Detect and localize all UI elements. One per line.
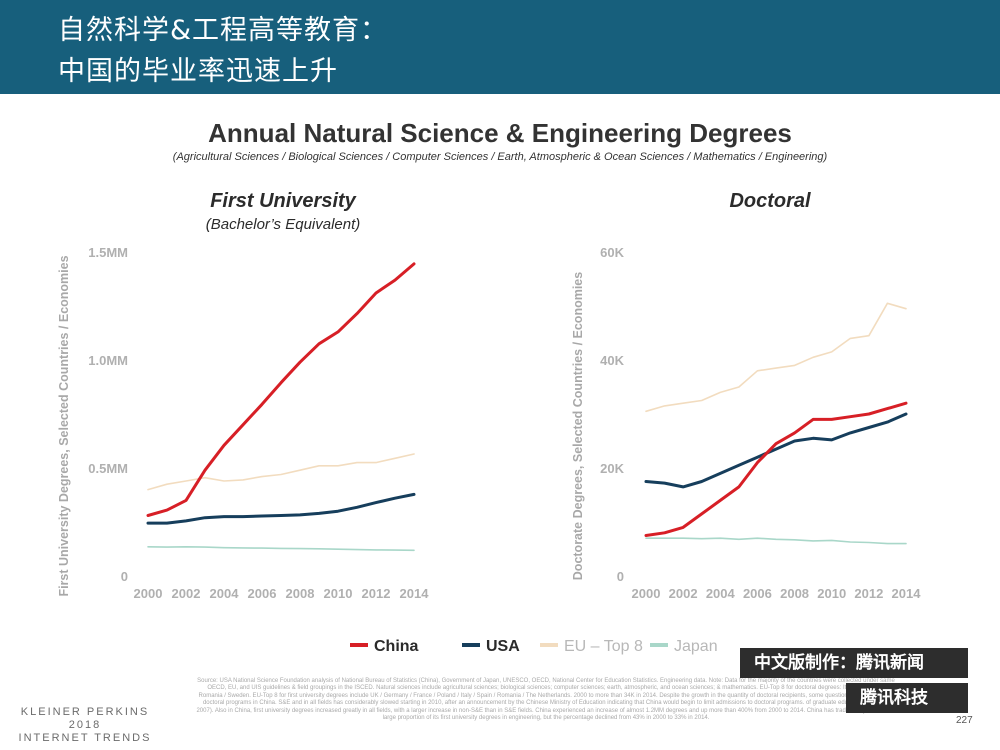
right-x-tick-label: 2014 — [892, 586, 922, 601]
right-y-tick-label: 40K — [600, 353, 624, 368]
left-x-tick-label: 2012 — [362, 586, 391, 601]
brand-name: KLEINER PERKINS — [20, 706, 150, 718]
brand-report: INTERNET TRENDS — [18, 732, 152, 744]
left-y-tick-label: 0.5MM — [88, 461, 128, 476]
left-x-tick-label: 2010 — [324, 586, 353, 601]
right-series-japan — [645, 537, 907, 545]
right-y-tick-label: 60K — [600, 245, 624, 260]
left-x-tick-label: 2008 — [286, 586, 315, 601]
cn-credit-box-2: 腾讯科技 — [846, 683, 968, 713]
legend-label-usa: USA — [486, 638, 520, 655]
right-x-tick-label: 2006 — [743, 586, 772, 601]
cn-credit-box: 中文版制作：腾讯新闻 — [740, 648, 968, 678]
right-chart-title: Doctoral — [729, 190, 811, 212]
header-title-line1: 自然科学&工程高等教育： — [58, 15, 389, 46]
page-number: 227 — [956, 715, 973, 726]
right-x-tick-label: 2012 — [854, 586, 883, 601]
left-y-tick-label: 1.0MM — [88, 353, 128, 368]
main-title: Annual Natural Science & Engineering Deg… — [208, 118, 792, 148]
right-y-axis-label: Doctorate Degrees, Selected Countries / … — [571, 272, 585, 580]
header-bar: 自然科学&工程高等教育： 中国的毕业率迅速上升 — [0, 0, 1000, 94]
left-series-china — [146, 262, 416, 517]
right-y-tick-label: 20K — [600, 461, 624, 476]
left-y-axis-label: First University Degrees, Selected Count… — [57, 255, 71, 596]
left-x-tick-label: 2000 — [134, 586, 163, 601]
legend-label-japan: Japan — [674, 638, 718, 655]
left-x-tick-label: 2002 — [172, 586, 201, 601]
legend-label-china: China — [374, 638, 419, 655]
left-series-japan — [147, 545, 415, 552]
right-series-eu-top-8 — [645, 302, 907, 413]
right-x-tick-label: 2004 — [706, 586, 736, 601]
main-subtitle: (Agricultural Sciences / Biological Scie… — [172, 151, 828, 163]
brand-year: 2018 — [68, 719, 102, 731]
left-chart-subtitle: (Bachelor’s Equivalent) — [205, 216, 361, 233]
left-y-tick-label: 1.5MM — [88, 245, 128, 260]
left-chart-title: First University — [210, 190, 356, 212]
legend-label-eu-top-8: EU – Top 8 — [564, 638, 643, 655]
right-x-tick-label: 2000 — [632, 586, 661, 601]
left-y-tick-label: 0 — [121, 569, 128, 584]
left-series-usa — [146, 492, 416, 525]
left-x-tick-label: 2004 — [210, 586, 240, 601]
right-x-tick-label: 2010 — [817, 586, 846, 601]
source-footnote: Source: USA National Science Foundation … — [196, 678, 896, 722]
left-x-tick-label: 2006 — [248, 586, 277, 601]
right-x-tick-label: 2008 — [780, 586, 809, 601]
header-title-line2: 中国的毕业率迅速上升 — [58, 56, 338, 87]
right-y-tick-label: 0 — [617, 569, 624, 584]
left-x-tick-label: 2014 — [400, 586, 430, 601]
right-x-tick-label: 2002 — [669, 586, 698, 601]
right-series-china — [644, 401, 908, 537]
left-series-eu-top-8 — [147, 453, 415, 491]
right-series-usa — [644, 412, 908, 489]
